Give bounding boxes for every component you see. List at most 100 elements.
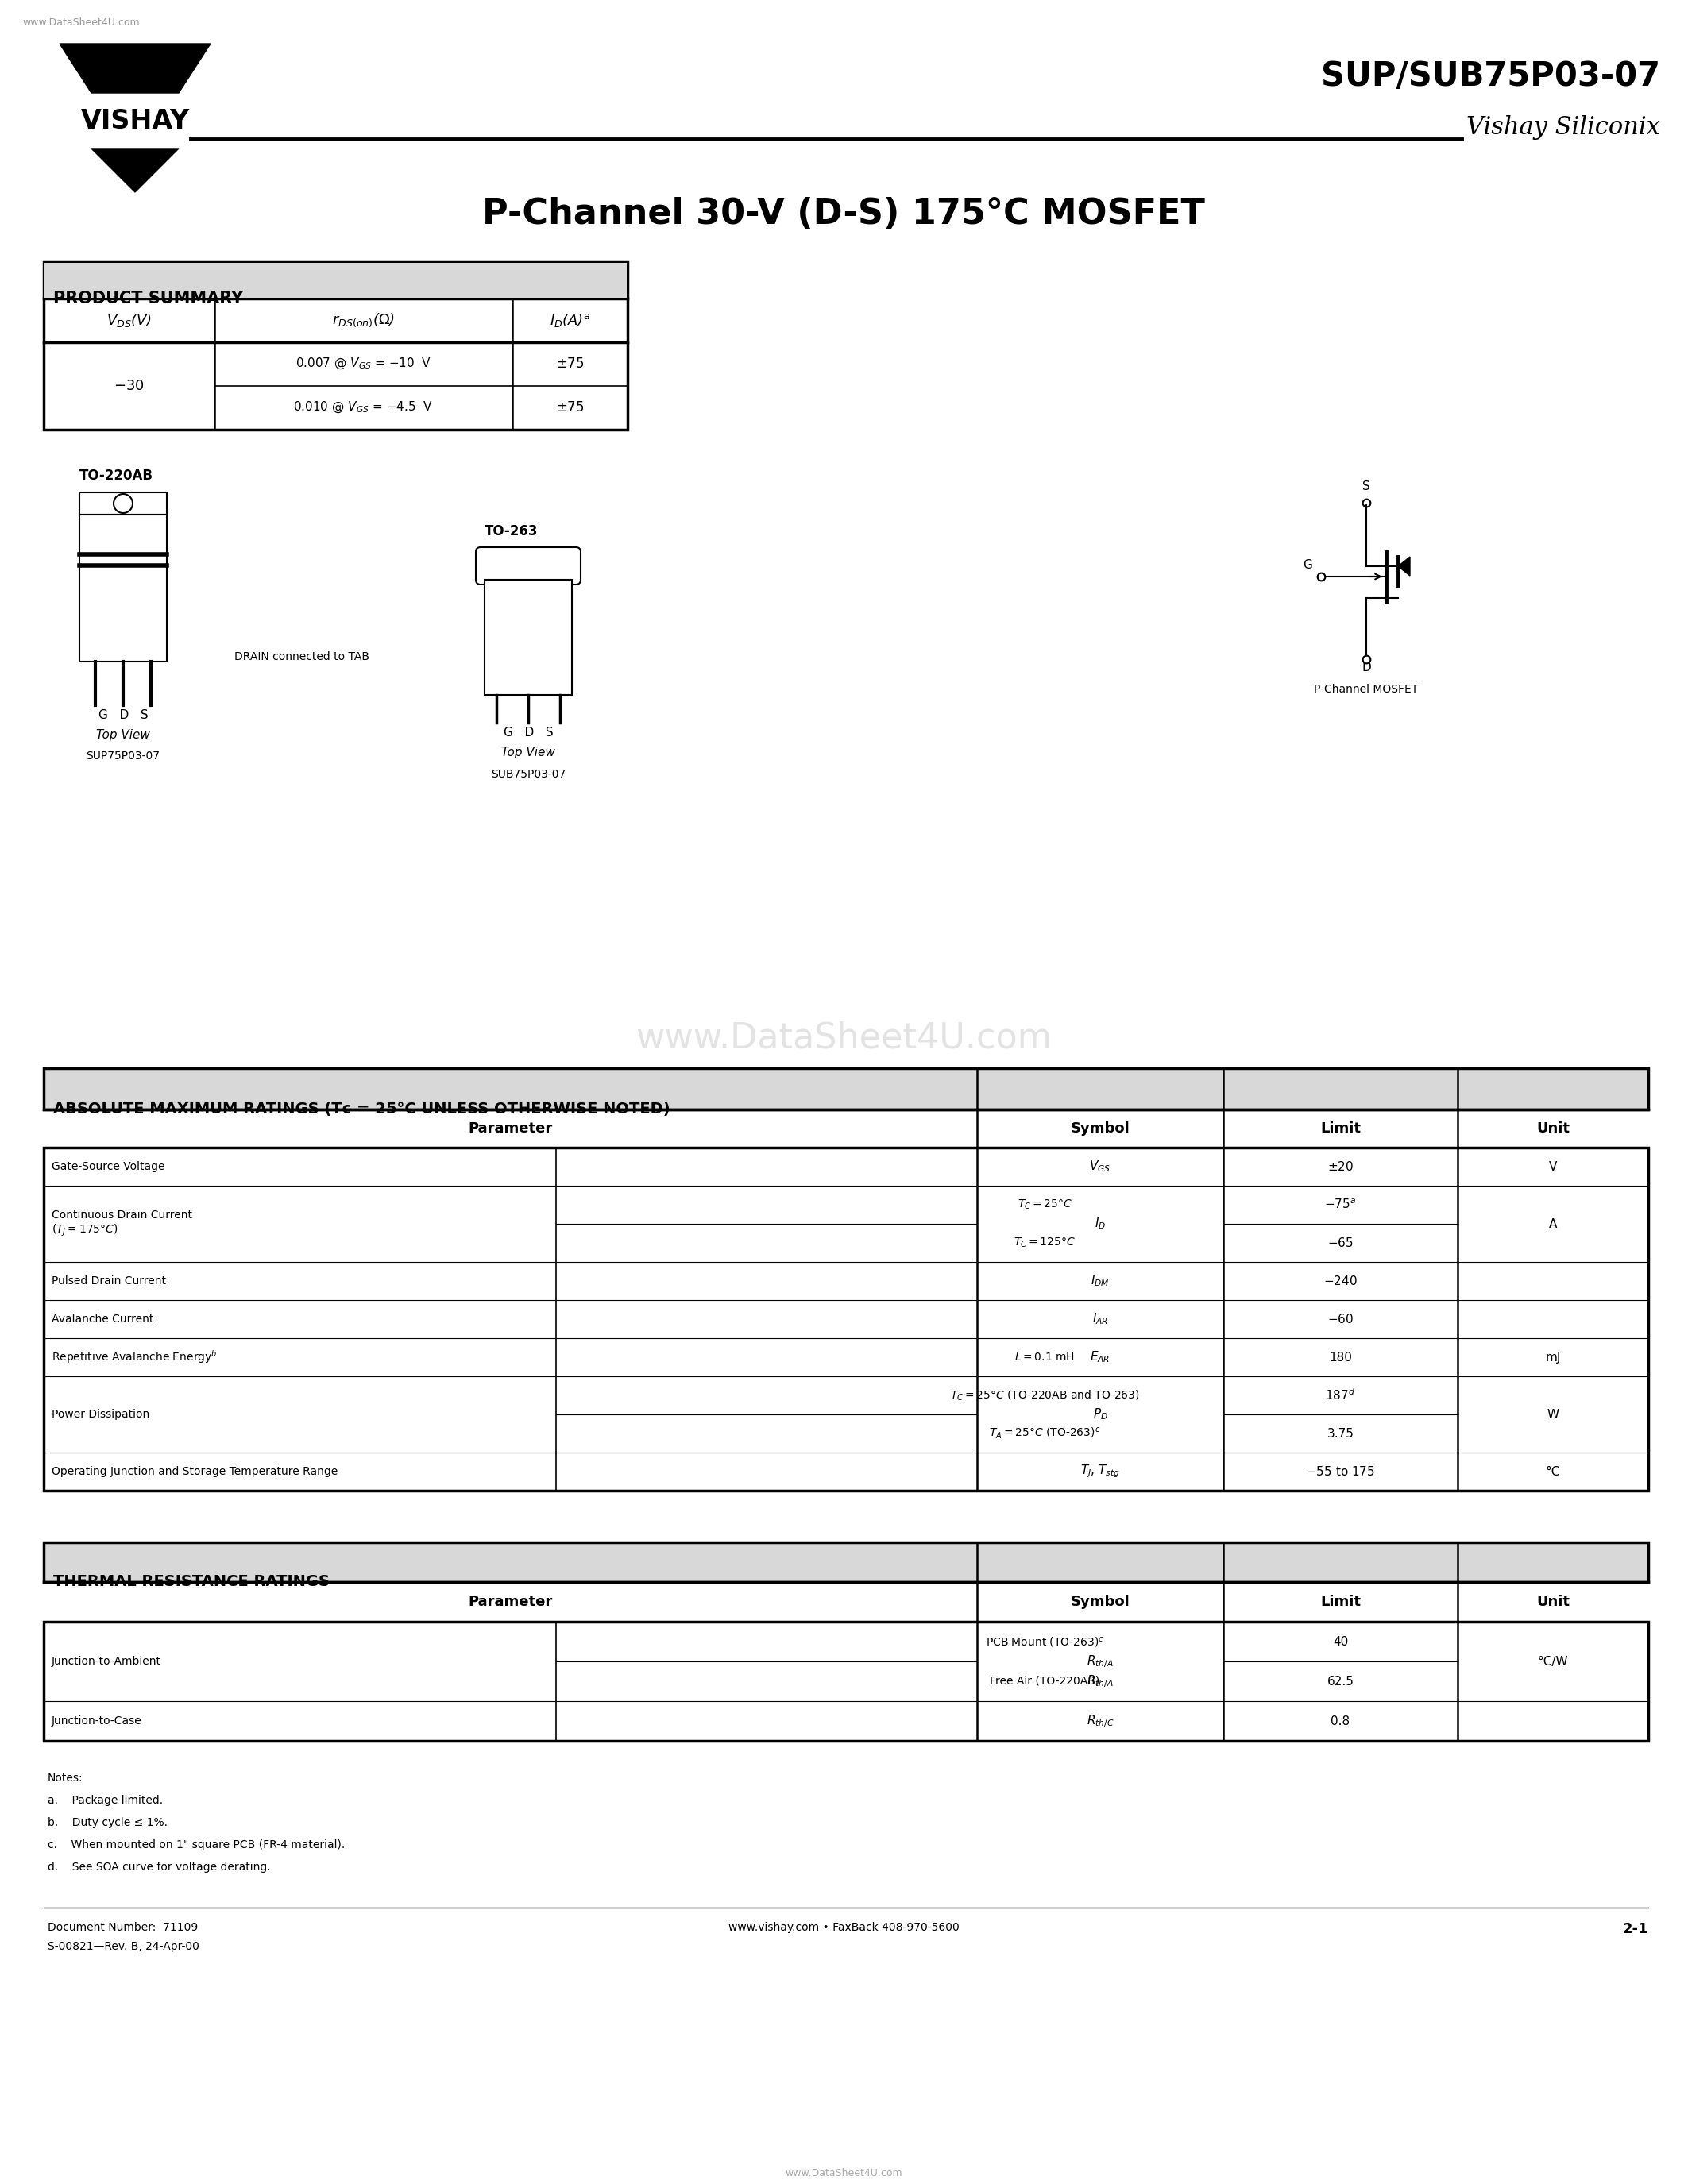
Text: b.    Duty cycle ≤ 1%.: b. Duty cycle ≤ 1%.	[47, 1817, 167, 1828]
Text: $E_{AR}$: $E_{AR}$	[1090, 1350, 1111, 1365]
Polygon shape	[59, 44, 211, 94]
Bar	[44, 262, 628, 430]
Text: G   D   S: G D S	[98, 710, 149, 721]
Text: d.    See SOA curve for voltage derating.: d. See SOA curve for voltage derating.	[47, 1861, 270, 1872]
Text: $T_J$, $T_{stg}$: $T_J$, $T_{stg}$	[1080, 1463, 1121, 1481]
Text: $T_C = 25°C$: $T_C = 25°C$	[1018, 1199, 1072, 1212]
Bar	[44, 1147, 1647, 1492]
Polygon shape	[1398, 557, 1409, 577]
Text: Power Dissipation: Power Dissipation	[52, 1409, 150, 1420]
Text: DRAIN connected to TAB: DRAIN connected to TAB	[235, 651, 370, 662]
Text: Parameter: Parameter	[468, 1594, 552, 1610]
Text: $-75^a$: $-75^a$	[1325, 1199, 1357, 1212]
Text: SUB75P03-07: SUB75P03-07	[491, 769, 565, 780]
Text: $\pm$20: $\pm$20	[1327, 1160, 1354, 1173]
Text: °C/W: °C/W	[1538, 1655, 1568, 1666]
Text: c.    When mounted on 1" square PCB (FR-4 material).: c. When mounted on 1" square PCB (FR-4 m…	[47, 1839, 344, 1850]
Text: mJ: mJ	[1545, 1352, 1561, 1363]
Bar	[484, 579, 572, 695]
Text: Top View: Top View	[501, 747, 555, 758]
Text: $R_{th/A}$: $R_{th/A}$	[1087, 1653, 1114, 1669]
Text: a.    Package limited.: a. Package limited.	[47, 1795, 164, 1806]
Bar	[44, 1068, 1647, 1109]
Text: W: W	[1546, 1409, 1560, 1420]
Text: $187^d$: $187^d$	[1325, 1389, 1355, 1402]
Text: $I_{DM}$: $I_{DM}$	[1090, 1273, 1109, 1289]
Text: Top View: Top View	[96, 729, 150, 740]
Text: 62.5: 62.5	[1327, 1675, 1354, 1688]
Text: Pulsed Drain Current: Pulsed Drain Current	[52, 1275, 165, 1286]
Text: $\pm$75: $\pm$75	[555, 356, 584, 371]
Text: $-30$: $-30$	[113, 378, 145, 393]
Text: $P_D$: $P_D$	[1092, 1406, 1107, 1422]
Text: S: S	[1362, 480, 1371, 491]
Text: $L = 0.1$ mH: $L = 0.1$ mH	[1014, 1352, 1075, 1363]
Text: www.vishay.com • FaxBack 408-970-5600: www.vishay.com • FaxBack 408-970-5600	[728, 1922, 959, 1933]
Text: www.DataSheet4U.com: www.DataSheet4U.com	[785, 2169, 901, 2177]
Polygon shape	[91, 149, 179, 192]
Text: P-Channel 30-V (D-S) 175°C MOSFET: P-Channel 30-V (D-S) 175°C MOSFET	[483, 197, 1205, 232]
Text: $T_A = 25°C$ (TO-263)$^c$: $T_A = 25°C$ (TO-263)$^c$	[989, 1426, 1101, 1441]
Text: °C: °C	[1546, 1465, 1560, 1479]
Text: $R_{th/A}$: $R_{th/A}$	[1087, 1673, 1114, 1688]
Text: Parameter: Parameter	[468, 1120, 552, 1136]
Text: 0.007 @ $V_{GS}$ = $-$10  V: 0.007 @ $V_{GS}$ = $-$10 V	[295, 356, 432, 371]
Text: Junction-to-Ambient: Junction-to-Ambient	[52, 1655, 162, 1666]
Text: $V_{DS}$(V): $V_{DS}$(V)	[106, 312, 152, 328]
Bar	[79, 491, 167, 515]
Text: $-65$: $-65$	[1327, 1236, 1354, 1249]
Text: 0.8: 0.8	[1330, 1714, 1350, 1728]
Text: Vishay Siliconix: Vishay Siliconix	[1467, 116, 1661, 140]
Text: Junction-to-Case: Junction-to-Case	[52, 1714, 142, 1728]
Text: 0.010 @ $V_{GS}$ = $-$4.5  V: 0.010 @ $V_{GS}$ = $-$4.5 V	[294, 400, 434, 415]
Text: $I_D$: $I_D$	[1094, 1216, 1106, 1232]
Text: 180: 180	[1328, 1352, 1352, 1363]
Text: $-55$ to 175: $-55$ to 175	[1307, 1465, 1376, 1479]
Text: www.DataSheet4U.com: www.DataSheet4U.com	[635, 1020, 1052, 1055]
Text: Notes:: Notes:	[47, 1773, 83, 1784]
Text: Free Air (TO-220AB): Free Air (TO-220AB)	[989, 1675, 1099, 1686]
Text: PRODUCT SUMMARY: PRODUCT SUMMARY	[54, 290, 243, 306]
Text: www.DataSheet4U.com: www.DataSheet4U.com	[22, 17, 140, 28]
Bar	[44, 262, 626, 297]
Text: $-60$: $-60$	[1327, 1313, 1354, 1326]
Text: $I_D$(A)$^a$: $I_D$(A)$^a$	[550, 312, 591, 328]
Text: G   D   S: G D S	[503, 727, 554, 738]
Text: $T_C = 25°C$ (TO-220AB and TO-263): $T_C = 25°C$ (TO-220AB and TO-263)	[950, 1389, 1139, 1402]
Text: $r_{DS(on)}$($\Omega$): $r_{DS(on)}$($\Omega$)	[333, 312, 395, 328]
Bar	[79, 515, 167, 662]
Text: Limit: Limit	[1320, 1594, 1361, 1610]
Text: THERMAL RESISTANCE RATINGS: THERMAL RESISTANCE RATINGS	[54, 1575, 329, 1590]
Text: V: V	[1550, 1160, 1556, 1173]
Text: Unit: Unit	[1536, 1594, 1570, 1610]
Text: SUP/SUB75P03-07: SUP/SUB75P03-07	[1322, 59, 1661, 94]
Text: SUP75P03-07: SUP75P03-07	[86, 751, 160, 762]
Text: Avalanche Current: Avalanche Current	[52, 1313, 154, 1326]
Text: 3.75: 3.75	[1327, 1428, 1354, 1439]
Text: $I_{AR}$: $I_{AR}$	[1092, 1313, 1109, 1326]
Text: D: D	[1362, 662, 1371, 673]
Text: Gate-Source Voltage: Gate-Source Voltage	[52, 1162, 165, 1173]
Text: A: A	[1550, 1219, 1556, 1230]
FancyBboxPatch shape	[476, 548, 581, 585]
Text: P-Channel MOSFET: P-Channel MOSFET	[1315, 684, 1418, 695]
Text: PCB Mount (TO-263)$^c$: PCB Mount (TO-263)$^c$	[986, 1636, 1104, 1649]
Text: Continuous Drain Current
$(T_J = 175°C)$: Continuous Drain Current $(T_J = 175°C)$	[52, 1210, 192, 1238]
Text: ABSOLUTE MAXIMUM RATINGS (Tᴄ = 25°C UNLESS OTHERWISE NOTED): ABSOLUTE MAXIMUM RATINGS (Tᴄ = 25°C UNLE…	[54, 1101, 670, 1116]
Text: Unit: Unit	[1536, 1120, 1570, 1136]
Bar	[44, 1542, 1647, 1581]
Text: TO-220AB: TO-220AB	[79, 470, 154, 483]
Text: $T_C = 125°C$: $T_C = 125°C$	[1014, 1236, 1075, 1249]
Text: $V_{GS}$: $V_{GS}$	[1089, 1160, 1111, 1175]
Text: Operating Junction and Storage Temperature Range: Operating Junction and Storage Temperatu…	[52, 1465, 338, 1476]
Circle shape	[113, 494, 133, 513]
Text: $\pm$75: $\pm$75	[555, 400, 584, 415]
Text: $-240$: $-240$	[1323, 1275, 1357, 1286]
Text: S-00821—Rev. B, 24-Apr-00: S-00821—Rev. B, 24-Apr-00	[47, 1942, 199, 1952]
Text: Repetitive Avalanche Energy$^b$: Repetitive Avalanche Energy$^b$	[52, 1350, 218, 1365]
Text: Symbol: Symbol	[1070, 1120, 1129, 1136]
Text: Symbol: Symbol	[1070, 1594, 1129, 1610]
Text: Document Number:  71109: Document Number: 71109	[47, 1922, 197, 1933]
Text: G: G	[1303, 559, 1312, 570]
Text: 2-1: 2-1	[1622, 1922, 1647, 1937]
